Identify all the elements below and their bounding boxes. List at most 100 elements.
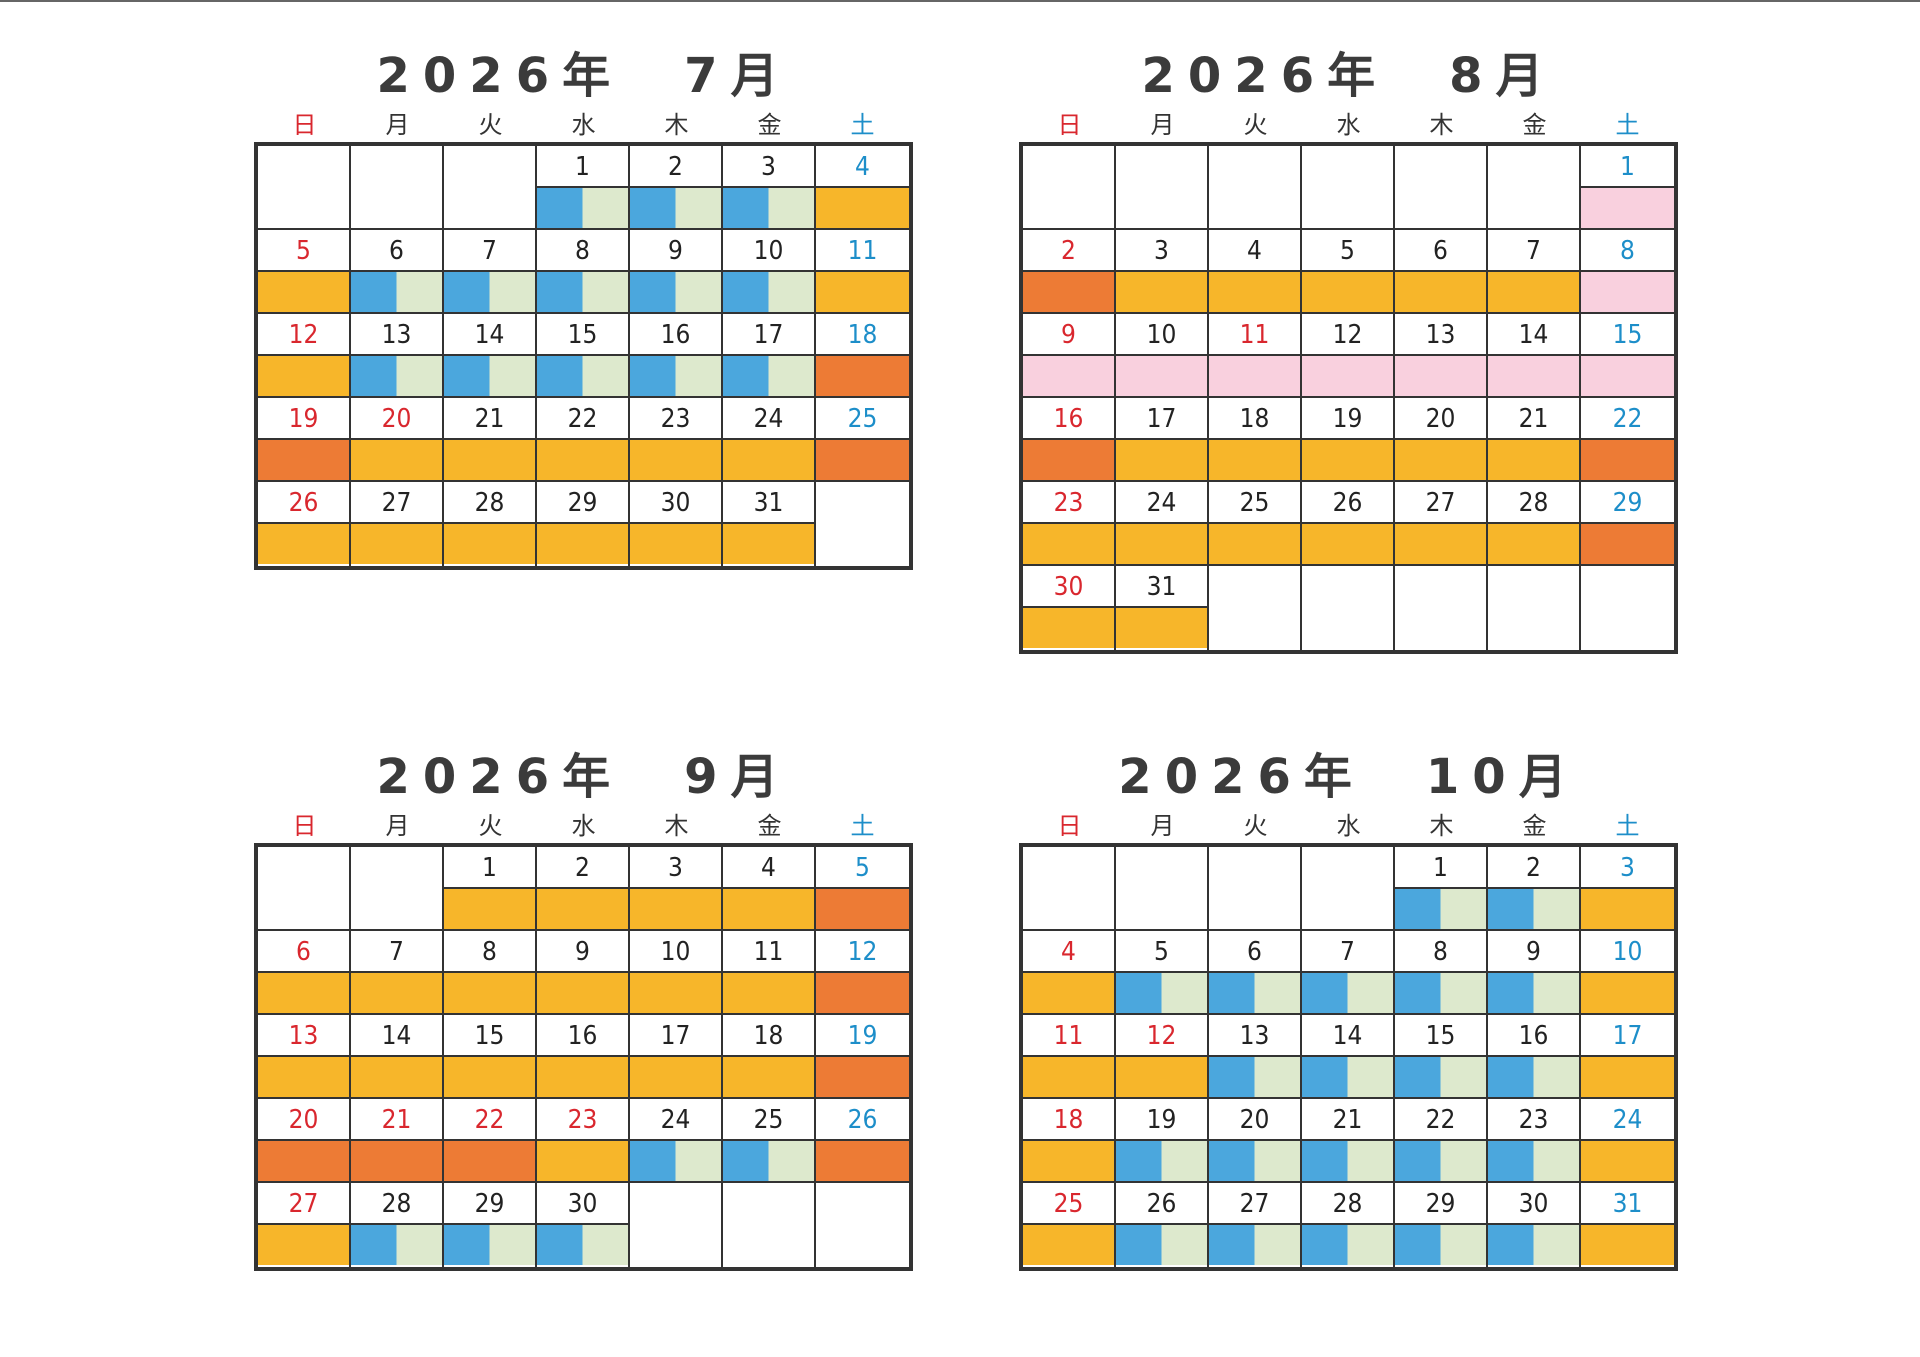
day-cell-empty [816, 1183, 909, 1267]
day-number: 8 [1581, 230, 1674, 272]
day-cell: 7 [351, 931, 444, 1015]
weekday-label: 水 [1336, 111, 1361, 139]
day-cell: 20 [351, 398, 444, 482]
day-number: 16 [537, 1015, 628, 1057]
day-status-bar [816, 272, 909, 312]
day-number: 9 [630, 230, 721, 272]
day-status-bar [630, 1141, 721, 1181]
day-number: 24 [723, 398, 814, 440]
day-number: 8 [444, 931, 535, 973]
day-cell: 18 [723, 1015, 816, 1099]
day-number: 5 [1116, 931, 1207, 973]
day-cell-empty [351, 146, 444, 230]
day-grid: 1 2 3 4 5 6 7 8 9 10 11 12 13 14 15 16 17 18 19 20 21 22 23 24 2… [1019, 142, 1678, 654]
day-number: 11 [816, 230, 909, 272]
day-cell-empty [1302, 146, 1395, 230]
day-number: 6 [1395, 230, 1486, 272]
day-status-bar [1209, 440, 1300, 480]
day-status-bar [258, 1141, 349, 1181]
day-status-bar [630, 1057, 721, 1097]
day-cell-empty [1302, 566, 1395, 650]
day-cell-empty [351, 847, 444, 931]
day-cell: 20 [1395, 398, 1488, 482]
day-number: 8 [537, 230, 628, 272]
day-status-bar [537, 889, 628, 929]
day-cell: 31 [1116, 566, 1209, 650]
day-cell-empty [1023, 146, 1116, 230]
day-cell: 1 [1581, 146, 1674, 230]
day-cell: 2 [537, 847, 630, 931]
day-cell: 28 [351, 1183, 444, 1267]
day-number: 21 [351, 1099, 442, 1141]
day-number: 13 [1395, 314, 1486, 356]
day-status-bar [1395, 440, 1486, 480]
day-status-bar [351, 272, 442, 312]
day-number: 10 [630, 931, 721, 973]
day-number: 16 [1023, 398, 1114, 440]
day-status-bar [1116, 1057, 1207, 1097]
day-number: 9 [1488, 931, 1579, 973]
day-cell: 5 [816, 847, 909, 931]
day-status-bar [1209, 1057, 1300, 1097]
day-status-bar [1302, 1225, 1393, 1265]
day-number: 16 [1488, 1015, 1579, 1057]
day-number: 4 [1023, 931, 1114, 973]
day-cell-empty [1488, 566, 1581, 650]
day-status-bar [1209, 272, 1300, 312]
day-status-bar [630, 188, 721, 228]
day-cell: 30 [630, 482, 723, 566]
day-cell: 31 [1581, 1183, 1674, 1267]
day-cell-empty [816, 482, 909, 566]
day-number: 26 [258, 482, 349, 524]
day-number: 10 [723, 230, 814, 272]
day-cell: 12 [1302, 314, 1395, 398]
calendar-title: 2026年 8月 [1141, 48, 1557, 104]
day-cell-empty [1395, 566, 1488, 650]
day-cell: 29 [1395, 1183, 1488, 1267]
day-cell: 26 [816, 1099, 909, 1183]
day-number: 29 [444, 1183, 535, 1225]
day-cell: 4 [723, 847, 816, 931]
day-number: 2 [1023, 230, 1114, 272]
day-status-bar [1395, 1225, 1486, 1265]
day-number: 28 [1302, 1183, 1393, 1225]
day-number: 12 [1116, 1015, 1207, 1057]
day-cell-empty [258, 847, 351, 931]
day-status-bar [816, 889, 909, 929]
day-number: 26 [1116, 1183, 1207, 1225]
day-cell-empty [444, 146, 537, 230]
day-status-bar [1581, 973, 1674, 1013]
day-number: 7 [1488, 230, 1579, 272]
day-cell: 6 [351, 230, 444, 314]
day-cell-empty [1209, 847, 1302, 931]
day-cell: 25 [816, 398, 909, 482]
day-cell: 25 [723, 1099, 816, 1183]
day-status-bar [630, 356, 721, 396]
day-number: 14 [1488, 314, 1579, 356]
day-status-bar [351, 524, 442, 564]
day-cell: 19 [258, 398, 351, 482]
day-number: 13 [1209, 1015, 1300, 1057]
day-cell: 26 [1116, 1183, 1209, 1267]
day-status-bar [1302, 973, 1393, 1013]
day-number: 10 [1116, 314, 1207, 356]
day-status-bar [537, 272, 628, 312]
weekday-label: 土 [850, 812, 875, 840]
day-status-bar [351, 1057, 442, 1097]
day-number: 11 [1209, 314, 1300, 356]
day-cell: 29 [444, 1183, 537, 1267]
day-status-bar [1116, 608, 1207, 648]
day-number: 15 [1581, 314, 1674, 356]
weekday-label: 土 [850, 111, 875, 139]
day-status-bar [351, 356, 442, 396]
day-number: 17 [1116, 398, 1207, 440]
day-number: 3 [1116, 230, 1207, 272]
day-cell-empty [1395, 146, 1488, 230]
day-status-bar [444, 524, 535, 564]
day-cell: 23 [1023, 482, 1116, 566]
day-cell: 4 [1023, 931, 1116, 1015]
day-status-bar [1581, 1057, 1674, 1097]
day-number: 2 [630, 146, 721, 188]
day-cell: 5 [258, 230, 351, 314]
day-cell: 22 [1395, 1099, 1488, 1183]
